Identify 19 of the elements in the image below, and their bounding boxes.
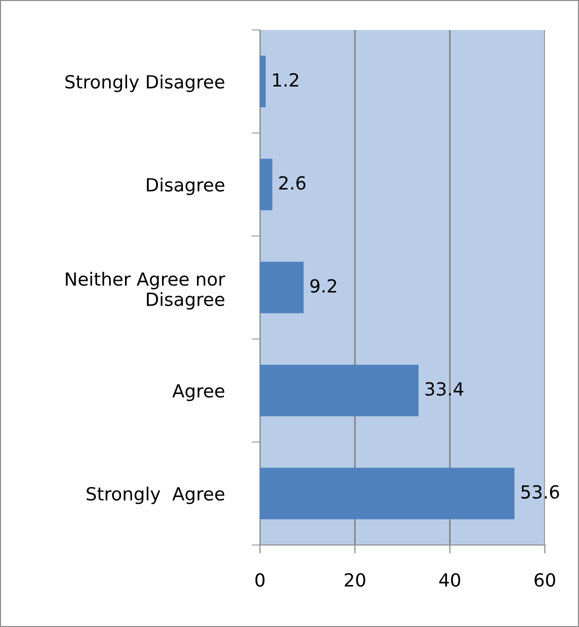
bar [260, 158, 272, 210]
bar [260, 364, 419, 416]
bar [260, 262, 304, 314]
y-tick-label: Disagree [146, 178, 224, 196]
bar [260, 56, 266, 108]
data-label: 1.2 [273, 73, 298, 86]
y-tick-label: Agree [172, 384, 224, 402]
data-label: 53.6 [521, 485, 560, 499]
x-tick-label: 60 [534, 573, 556, 587]
x-tick-label: 20 [344, 573, 366, 587]
y-tick-label: Strongly Disagree [65, 74, 224, 92]
y-tick-label: Strongly Agree [86, 486, 224, 504]
data-label: 9.2 [310, 279, 336, 293]
data-label: 33.4 [425, 382, 464, 396]
y-tick-label: Neither Agree nor Disagree [66, 272, 226, 310]
bar [260, 468, 514, 520]
x-tick-label: 0 [255, 573, 265, 587]
data-label: 2.6 [279, 176, 306, 190]
x-tick-label: 40 [439, 573, 460, 587]
